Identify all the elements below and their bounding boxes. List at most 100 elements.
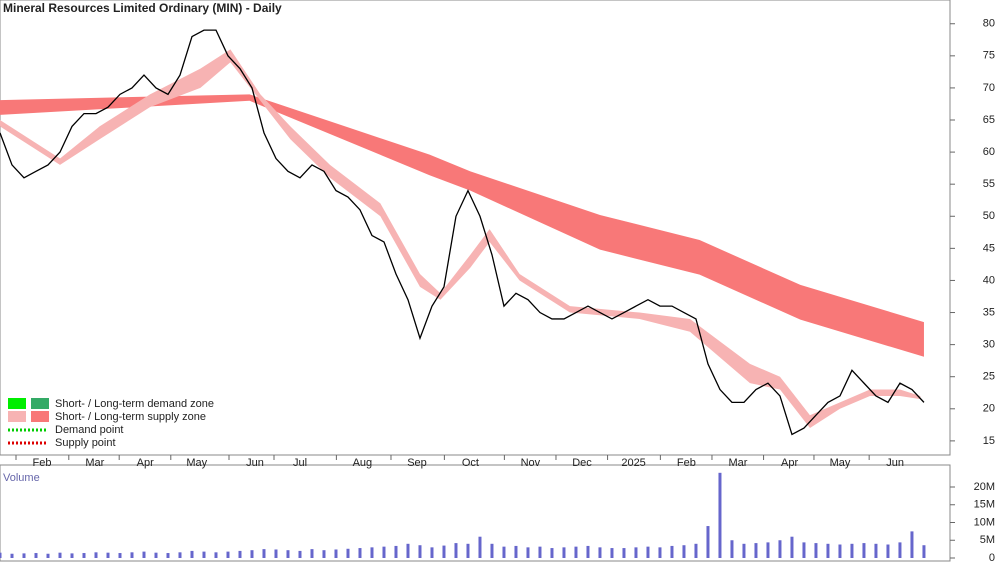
x-tick-label: Aug <box>353 457 373 469</box>
volume-bar <box>622 548 626 558</box>
volume-bar <box>202 551 206 558</box>
volume-bar <box>706 526 710 558</box>
volume-bar <box>0 552 2 558</box>
volume-bar <box>22 553 26 558</box>
volume-bar <box>70 553 74 558</box>
volume-bar <box>826 543 830 558</box>
y-tick-label: 20M <box>974 481 995 493</box>
y-tick-label: 20 <box>983 403 995 415</box>
volume-bar <box>466 543 470 558</box>
y-tick-label: 70 <box>983 82 995 94</box>
volume-bar <box>154 552 158 558</box>
volume-bar <box>718 472 722 558</box>
price-frame <box>0 0 951 456</box>
volume-bar <box>574 546 578 558</box>
y-tick-label: 0 <box>989 552 995 562</box>
volume-bar <box>478 536 482 558</box>
volume-bar <box>838 544 842 558</box>
y-tick-label: 15M <box>974 499 995 511</box>
x-tick-label: Jul <box>293 457 307 469</box>
volume-bar <box>634 547 638 558</box>
volume-bar <box>94 552 98 558</box>
y-tick-label: 25 <box>983 371 995 383</box>
volume-bar <box>910 531 914 558</box>
y-tick-label: 80 <box>983 18 995 30</box>
legend-label: Short- / Long-term supply zone <box>55 411 206 423</box>
volume-bar <box>346 548 350 558</box>
volume-bar <box>850 543 854 558</box>
y-tick-label: 30 <box>983 339 995 351</box>
volume-bar <box>106 552 110 558</box>
volume-frame <box>0 464 951 562</box>
volume-bar <box>658 547 662 558</box>
volume-bar <box>142 551 146 558</box>
zone-band <box>0 94 924 357</box>
legend-swatch <box>8 411 26 422</box>
volume-bar <box>754 543 758 558</box>
volume-bar <box>586 545 590 558</box>
volume-bar <box>454 543 458 558</box>
volume-bar <box>694 543 698 558</box>
volume-bar <box>538 546 542 558</box>
volume-bar <box>778 540 782 558</box>
volume-bar <box>598 547 602 558</box>
volume-bar <box>490 543 494 558</box>
x-tick-label: Nov <box>521 457 541 469</box>
volume-bar <box>514 545 518 558</box>
volume-bar <box>334 549 338 558</box>
chart-title: Mineral Resources Limited Ordinary (MIN)… <box>3 1 282 15</box>
volume-bar <box>898 542 902 558</box>
x-tick-label: Jun <box>246 457 264 469</box>
volume-bar <box>10 553 14 558</box>
volume-bar <box>286 550 290 558</box>
y-tick-label: 45 <box>983 242 995 254</box>
volume-bar <box>874 543 878 558</box>
volume-bar <box>442 545 446 558</box>
x-tick-label: Oct <box>462 457 479 469</box>
volume-bar <box>82 553 86 558</box>
volume-bar <box>790 536 794 558</box>
volume-bar <box>646 546 650 558</box>
volume-bar <box>238 550 242 558</box>
volume-bar <box>34 553 38 558</box>
x-tick-label: Apr <box>781 457 798 469</box>
volume-bar <box>670 545 674 558</box>
volume-bar <box>682 545 686 558</box>
x-tick-label: Dec <box>572 457 592 469</box>
x-tick-label: May <box>830 457 851 469</box>
volume-bar <box>550 548 554 558</box>
volume-bar <box>562 547 566 558</box>
x-tick-label: 2025 <box>621 457 645 469</box>
volume-bar <box>214 552 218 558</box>
y-tick-label: 65 <box>983 114 995 126</box>
x-tick-label: Jun <box>886 457 904 469</box>
x-tick-label: Mar <box>85 457 104 469</box>
volume-bar <box>886 544 890 558</box>
volume-bar <box>922 545 926 558</box>
y-tick-label: 35 <box>983 306 995 318</box>
x-tick-label: Apr <box>137 457 154 469</box>
y-tick-label: 50 <box>983 210 995 222</box>
y-tick-label: 60 <box>983 146 995 158</box>
y-tick-label: 5M <box>980 534 995 546</box>
volume-bar <box>358 548 362 558</box>
volume-bar <box>322 550 326 558</box>
x-tick-label: May <box>186 457 207 469</box>
volume-bar <box>190 550 194 558</box>
legend-label: Short- / Long-term demand zone <box>55 398 214 410</box>
volume-bar <box>262 549 266 558</box>
volume-bar <box>526 547 530 558</box>
legend-label: Supply point <box>55 437 116 449</box>
volume-bar <box>406 543 410 558</box>
volume-bar <box>130 552 134 558</box>
volume-bar <box>250 550 254 558</box>
volume-bar <box>610 548 614 558</box>
volume-bar <box>502 546 506 558</box>
legend-swatch <box>31 398 49 409</box>
volume-bar <box>118 553 122 558</box>
volume-bar <box>730 540 734 558</box>
volume-bar <box>298 550 302 558</box>
y-tick-label: 10M <box>974 516 995 528</box>
volume-bar <box>394 545 398 558</box>
volume-bar <box>166 553 170 558</box>
